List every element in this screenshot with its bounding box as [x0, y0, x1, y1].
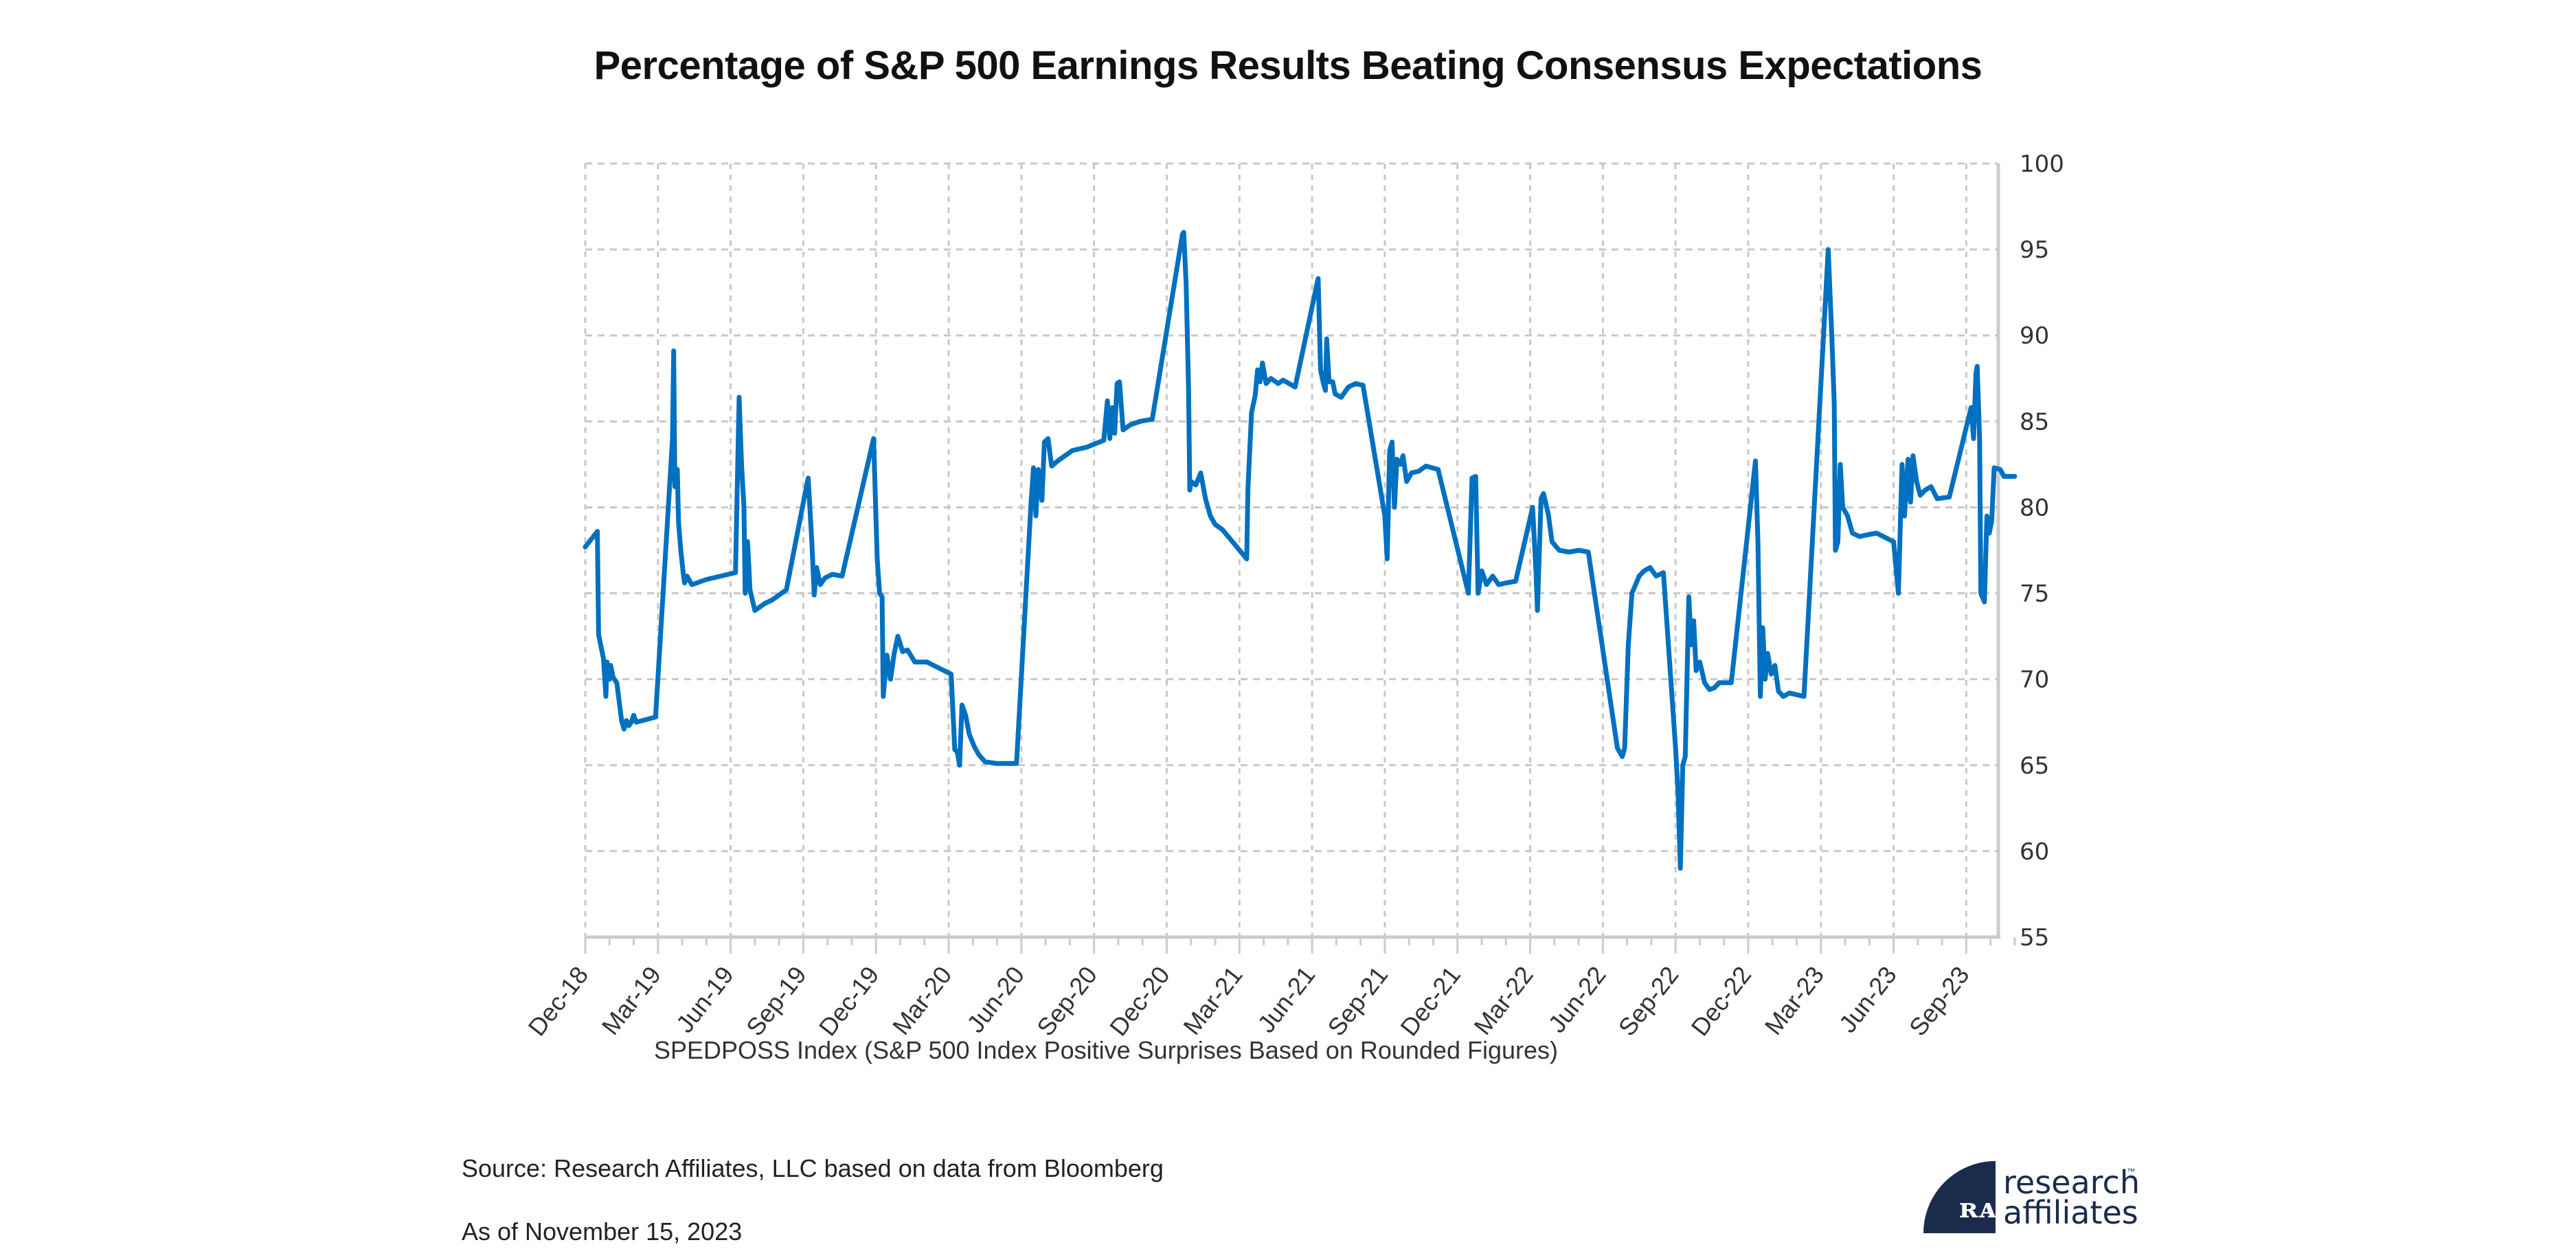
y-tick-label: 85 — [2020, 408, 2049, 436]
x-tick-label: Sep-19 — [741, 961, 812, 1042]
gridlines — [585, 162, 1998, 937]
axes — [584, 162, 2016, 954]
x-tick-label: Dec-20 — [1104, 961, 1175, 1042]
x-tick-label: Mar-21 — [1177, 961, 1248, 1040]
x-tick-label: Mar-19 — [596, 961, 667, 1040]
svg-text:ʀᴀ: ʀᴀ — [1959, 1192, 1996, 1224]
y-tick-label: 80 — [2020, 494, 2049, 521]
y-tick-label: 70 — [2020, 666, 2049, 694]
x-tick-label: Dec-21 — [1394, 961, 1466, 1042]
x-tick-label: Jun-23 — [1833, 961, 1902, 1038]
x-tick-label: Mar-22 — [1468, 961, 1539, 1040]
x-tick-label: Jun-21 — [1252, 961, 1320, 1038]
x-tick-label: Mar-23 — [1759, 961, 1830, 1040]
series-line-spedposs — [583, 229, 2018, 871]
y-tick-label: 65 — [2020, 752, 2049, 780]
y-tick-label: 55 — [2020, 924, 2049, 952]
x-tick-label: Sep-22 — [1613, 961, 1684, 1042]
logo-mark-icon: ʀᴀ — [1923, 1161, 1996, 1233]
as-of-date: As of November 15, 2023 — [462, 1217, 743, 1246]
x-axis-tick-labels: Dec-18 Mar-19 Jun-19 Sep-19 Dec-19 Mar-20 Jun-… — [523, 961, 1975, 1042]
logo-word-research: research — [2003, 1164, 2140, 1201]
y-tick-label: 90 — [2020, 322, 2049, 350]
x-tick-label: Dec-22 — [1686, 961, 1757, 1042]
x-tick-label: Mar-20 — [887, 961, 958, 1040]
y-tick-label: 95 — [2020, 236, 2049, 264]
line-chart: 55 60 65 70 75 80 85 90 95 100 Dec-18 Mar-19 Jun-19… — [523, 150, 2064, 1042]
logo-trademark: ™ — [2127, 1167, 2135, 1176]
y-tick-label: 100 — [2020, 150, 2064, 178]
logo-word-affiliates: affiliates — [2003, 1194, 2138, 1231]
x-axis-label: SPEDPOSS Index (S&P 500 Index Positive S… — [653, 1036, 1559, 1064]
y-tick-label: 75 — [2020, 581, 2049, 608]
y-tick-label: 60 — [2020, 838, 2049, 866]
x-tick-label: Dec-18 — [523, 961, 594, 1042]
x-tick-label: Jun-22 — [1543, 961, 1612, 1038]
chart-title: Percentage of S&P 500 Earnings Results B… — [594, 43, 1982, 88]
x-tick-label: Sep-20 — [1031, 961, 1103, 1042]
x-tick-label: Sep-23 — [1903, 961, 1975, 1042]
x-tick-label: Jun-19 — [670, 961, 739, 1038]
research-affiliates-logo: ʀᴀ research ™ affiliates — [1923, 1161, 2150, 1240]
x-tick-label: Dec-19 — [813, 961, 885, 1042]
x-tick-label: Sep-21 — [1322, 961, 1393, 1042]
source-note: Source: Research Affiliates, LLC based o… — [462, 1154, 1164, 1182]
series-layer — [583, 229, 2018, 871]
x-tick-label: Jun-20 — [961, 961, 1030, 1038]
y-axis-tick-labels: 55 60 65 70 75 80 85 90 95 100 — [2020, 150, 2064, 952]
